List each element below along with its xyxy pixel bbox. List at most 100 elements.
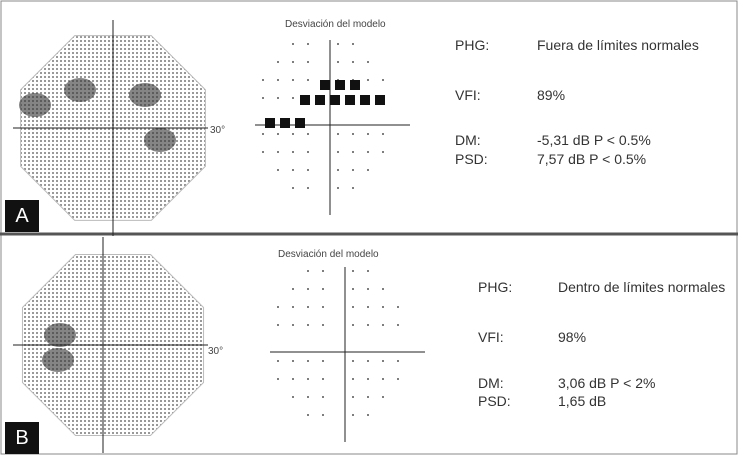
deviation-dot — [382, 306, 384, 308]
deviation-dot — [382, 151, 384, 153]
metric-name: PHG: — [455, 36, 489, 54]
deviation-dot — [322, 306, 324, 308]
deviation-dot — [307, 378, 309, 380]
deviation-dot — [352, 270, 354, 272]
deviation-square — [350, 80, 360, 90]
deviation-dot — [337, 133, 339, 135]
metric-name: PSD: — [455, 150, 488, 168]
deviation-dot — [352, 360, 354, 362]
deviation-dot — [292, 151, 294, 153]
deviation-dot — [262, 79, 264, 81]
deviation-dot — [277, 169, 279, 171]
deviation-square — [330, 95, 340, 105]
deviation-dot — [352, 306, 354, 308]
deviation-dot — [367, 360, 369, 362]
deviation-dot — [322, 378, 324, 380]
degree-label: 30° — [208, 343, 223, 361]
deviation-dot — [292, 396, 294, 398]
deviation-dot — [352, 414, 354, 416]
deviation-dot — [292, 79, 294, 81]
deviation-dot — [367, 378, 369, 380]
deviation-square — [295, 118, 305, 128]
deviation-dot — [352, 396, 354, 398]
deviation-dot — [292, 306, 294, 308]
deviation-dot — [322, 396, 324, 398]
deviation-dot — [277, 360, 279, 362]
deviation-dot — [307, 133, 309, 135]
deviation-dot — [307, 306, 309, 308]
deviation-dot — [292, 61, 294, 63]
deviation-dot — [292, 133, 294, 135]
deviation-dot — [262, 97, 264, 99]
metric-value: 1,65 dB — [558, 392, 733, 410]
deviation-square — [280, 118, 290, 128]
deviation-dot — [337, 43, 339, 45]
deviation-dot — [352, 151, 354, 153]
deviation-dot — [367, 414, 369, 416]
metric-value: 7,57 dB P < 0.5% — [537, 150, 712, 168]
metric-name: PSD: — [478, 392, 511, 410]
metric-value: 3,06 dB P < 2% — [558, 374, 733, 392]
deviation-dot — [307, 169, 309, 171]
deviation-title: Desviación del modelo — [285, 16, 386, 34]
deviation-dot — [307, 187, 309, 189]
deviation-dot — [397, 324, 399, 326]
metric-value: 89% — [537, 86, 712, 104]
deviation-square — [335, 80, 345, 90]
metric-value: Fuera de límites normales — [537, 36, 712, 54]
deviation-square — [300, 95, 310, 105]
deviation-dot — [277, 61, 279, 63]
deviation-dot — [322, 270, 324, 272]
metric-name: PHG: — [478, 278, 512, 296]
field-defect — [44, 323, 76, 347]
deviation-dot — [322, 360, 324, 362]
deviation-dot — [277, 324, 279, 326]
deviation-dot — [292, 97, 294, 99]
deviation-square — [265, 118, 275, 128]
deviation-dot — [397, 306, 399, 308]
deviation-dot — [382, 133, 384, 135]
deviation-dot — [322, 288, 324, 290]
deviation-dot — [382, 360, 384, 362]
deviation-dot — [337, 61, 339, 63]
deviation-dot — [277, 151, 279, 153]
metric-value: Dentro de límites normales — [558, 278, 733, 296]
deviation-dot — [277, 133, 279, 135]
deviation-dot — [352, 169, 354, 171]
degree-label: 30° — [210, 122, 225, 140]
deviation-dot — [382, 378, 384, 380]
deviation-square — [320, 80, 330, 90]
deviation-dot — [322, 414, 324, 416]
deviation-dot — [367, 324, 369, 326]
panel-label: A — [5, 200, 39, 232]
deviation-dot — [277, 79, 279, 81]
deviation-dot — [277, 378, 279, 380]
field-defect — [144, 128, 176, 152]
deviation-dot — [307, 288, 309, 290]
deviation-dot — [382, 324, 384, 326]
deviation-dot — [307, 61, 309, 63]
deviation-dot — [292, 43, 294, 45]
deviation-dot — [397, 360, 399, 362]
panel-label: B — [5, 422, 39, 454]
deviation-dot — [352, 378, 354, 380]
deviation-dot — [277, 97, 279, 99]
deviation-dot — [352, 61, 354, 63]
deviation-dot — [352, 324, 354, 326]
deviation-dot — [352, 133, 354, 135]
deviation-dot — [337, 187, 339, 189]
metric-name: VFI: — [455, 86, 481, 104]
deviation-dot — [307, 324, 309, 326]
figure: A 30° Desviación del modelo PHG: Fuera de lí… — [0, 0, 738, 455]
deviation-square — [375, 95, 385, 105]
deviation-dot — [307, 396, 309, 398]
field-defect — [19, 93, 51, 117]
deviation-dot — [307, 414, 309, 416]
deviation-dot — [367, 61, 369, 63]
deviation-dot — [367, 133, 369, 135]
deviation-square — [345, 95, 355, 105]
deviation-dot — [307, 79, 309, 81]
deviation-dot — [292, 288, 294, 290]
deviation-dot — [292, 169, 294, 171]
deviation-dot — [367, 151, 369, 153]
